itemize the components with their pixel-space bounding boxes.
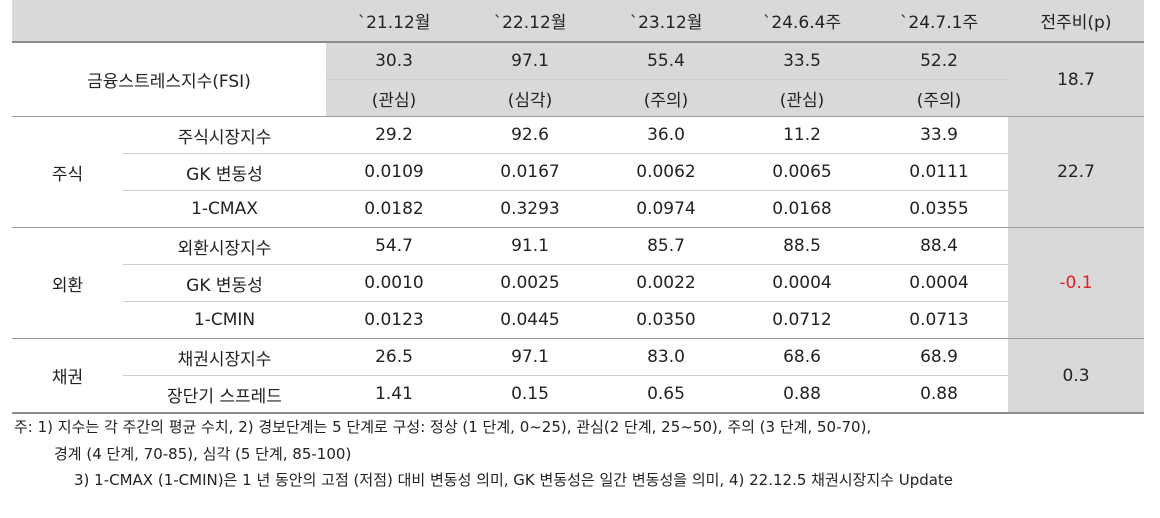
bond-row: 채권 채권시장지수 26.5 97.1 83.0 68.6 68.9 0.3 — [12, 338, 1144, 414]
header-row: `21.12월 `22.12월 `23.12월 `24.6.4주 `24.7.1… — [12, 0, 1144, 43]
cell-value: 0.0111 — [870, 153, 1008, 191]
cell-value: 83.0 — [598, 338, 734, 376]
cell-value: 0.88 — [734, 375, 870, 414]
header-change: 전주비(p) — [1008, 0, 1144, 43]
cell-value: 97.1 — [462, 338, 598, 376]
footnote-line: 경계 (4 단계, 70-85), 심각 (5 단계, 85-100) — [54, 444, 352, 463]
cell-value: 0.0004 — [870, 264, 1008, 302]
fsi-level-row: (관심) (심각) (주의) (관심) (주의) — [12, 79, 1144, 117]
header-col: `22.12월 — [462, 0, 598, 43]
fsi-value: 55.4 — [598, 42, 734, 80]
row-label: 주식시장지수 — [123, 116, 326, 154]
cell-value: 68.6 — [734, 338, 870, 376]
cell-value: 29.2 — [326, 116, 462, 154]
cell-value: 11.2 — [734, 116, 870, 154]
footnotes: 주: 1) 지수는 각 주간의 평균 수치, 2) 경보단계는 5 단계로 구성… — [14, 414, 1154, 494]
header-col: `24.6.4주 — [734, 0, 870, 43]
cell-value: 68.9 — [870, 338, 1008, 376]
cell-value: 0.3293 — [462, 190, 598, 228]
cell-value: 0.0062 — [598, 153, 734, 191]
header-col: `23.12월 — [598, 0, 734, 43]
cell-value: 0.0712 — [734, 301, 870, 339]
fx-change: -0.1 — [1008, 227, 1144, 339]
cell-value: 0.0065 — [734, 153, 870, 191]
cell-value: 0.88 — [870, 375, 1008, 414]
footnote-line: 주: 1) 지수는 각 주간의 평균 수치, 2) 경보단계는 5 단계로 구성… — [14, 418, 872, 436]
cell-value: 91.1 — [462, 227, 598, 265]
fsi-value: 33.5 — [734, 42, 870, 80]
cell-value: 0.0974 — [598, 190, 734, 228]
cell-value: 0.0010 — [326, 264, 462, 302]
fsi-row: 금융스트레스지수(FSI) 30.3 97.1 55.4 33.5 52.2 1… — [12, 42, 1144, 117]
fsi-value: 52.2 — [870, 42, 1008, 80]
row-label: GK 변동성 — [123, 153, 326, 191]
footnote-line: 3) 1-CMAX (1-CMIN)은 1 년 동안의 고점 (저점) 대비 변… — [74, 471, 954, 489]
fsi-level: (주의) — [870, 79, 1008, 117]
row-label: 채권시장지수 — [123, 338, 326, 376]
fx-row: GK 변동성 0.0010 0.0025 0.0022 0.0004 0.000… — [12, 264, 1144, 302]
fsi-level: (주의) — [598, 79, 734, 117]
fsi-value: 30.3 — [326, 42, 462, 80]
cell-value: 0.0123 — [326, 301, 462, 339]
cell-value: 0.65 — [598, 375, 734, 414]
stock-row: GK 변동성 0.0109 0.0167 0.0062 0.0065 0.011… — [12, 153, 1144, 191]
cell-value: 54.7 — [326, 227, 462, 265]
fx-row: 외환 외환시장지수 54.7 91.1 85.7 88.5 88.4 -0.1 — [12, 227, 1144, 339]
stock-row: 주식 주식시장지수 29.2 92.6 36.0 11.2 33.9 22.7 — [12, 116, 1144, 228]
cell-value: 0.0713 — [870, 301, 1008, 339]
header-blank — [12, 0, 326, 43]
fsi-level: (심각) — [462, 79, 598, 117]
fx-row: 1-CMIN 0.0123 0.0445 0.0350 0.0712 0.071… — [12, 301, 1144, 339]
fx-label: 외환 — [12, 227, 123, 339]
stock-row: 1-CMAX 0.0182 0.3293 0.0974 0.0168 0.035… — [12, 190, 1144, 228]
cell-value: 88.5 — [734, 227, 870, 265]
fsi-label: 금융스트레스지수(FSI) — [12, 42, 326, 117]
cell-value: 0.0167 — [462, 153, 598, 191]
bond-change: 0.3 — [1008, 338, 1144, 414]
cell-value: 36.0 — [598, 116, 734, 154]
cell-value: 85.7 — [598, 227, 734, 265]
fsi-change: 18.7 — [1008, 42, 1144, 117]
cell-value: 0.15 — [462, 375, 598, 414]
cell-value: 0.0350 — [598, 301, 734, 339]
cell-value: 92.6 — [462, 116, 598, 154]
cell-value: 0.0355 — [870, 190, 1008, 228]
row-label: 1-CMIN — [123, 301, 326, 339]
cell-value: 0.0022 — [598, 264, 734, 302]
header-col: `21.12월 — [326, 0, 462, 43]
row-label: 외환시장지수 — [123, 227, 326, 265]
cell-value: 0.0004 — [734, 264, 870, 302]
bond-row: 장단기 스프레드 1.41 0.15 0.65 0.88 0.88 — [12, 375, 1144, 414]
stock-change: 22.7 — [1008, 116, 1144, 228]
cell-value: 0.0168 — [734, 190, 870, 228]
row-label: 1-CMAX — [123, 190, 326, 228]
cell-value: 0.0109 — [326, 153, 462, 191]
fsi-table: `21.12월 `22.12월 `23.12월 `24.6.4주 `24.7.1… — [12, 0, 1144, 414]
cell-value: 88.4 — [870, 227, 1008, 265]
stock-label: 주식 — [12, 116, 123, 228]
row-label: 장단기 스프레드 — [123, 375, 326, 414]
cell-value: 33.9 — [870, 116, 1008, 154]
fsi-level: (관심) — [734, 79, 870, 117]
fsi-level: (관심) — [326, 79, 462, 117]
cell-value: 26.5 — [326, 338, 462, 376]
row-label: GK 변동성 — [123, 264, 326, 302]
bond-label: 채권 — [12, 338, 123, 414]
fsi-value: 97.1 — [462, 42, 598, 80]
cell-value: 0.0445 — [462, 301, 598, 339]
header-col: `24.7.1주 — [870, 0, 1008, 43]
cell-value: 0.0025 — [462, 264, 598, 302]
cell-value: 1.41 — [326, 375, 462, 414]
cell-value: 0.0182 — [326, 190, 462, 228]
